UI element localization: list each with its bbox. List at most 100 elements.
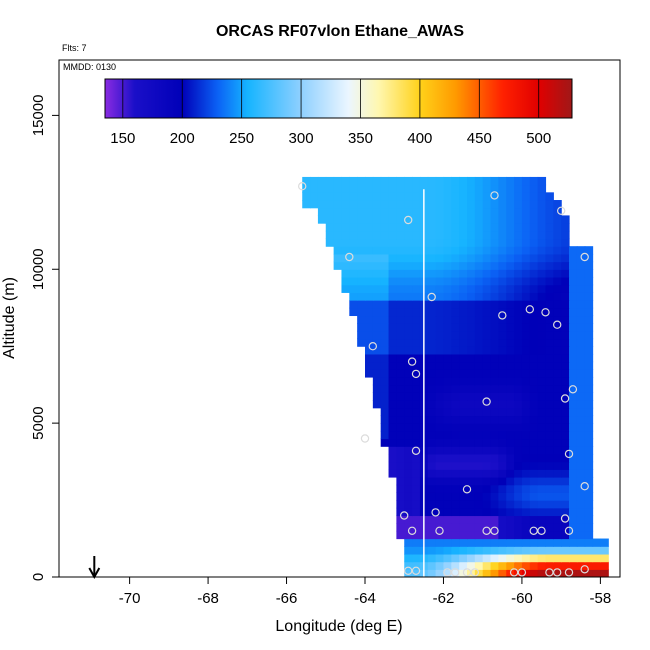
heatmap-cell (576, 400, 586, 409)
heatmap-cell (451, 353, 460, 363)
heatmap-cell (396, 461, 405, 470)
heatmap-cell (584, 246, 594, 255)
heatmap-cell (545, 361, 554, 370)
heatmap-cell (514, 346, 523, 355)
heatmap-cell (443, 569, 452, 577)
heatmap-cell (435, 569, 445, 577)
heatmap-cell (537, 353, 547, 363)
heatmap-cell (576, 346, 586, 355)
heatmap-cell (404, 269, 413, 278)
heatmap-cell (459, 192, 468, 201)
heatmap-cell (482, 407, 492, 417)
heatmap-cell (545, 269, 554, 278)
heatmap-cell (592, 569, 601, 577)
heatmap-cell (490, 515, 499, 524)
heatmap-cell (576, 523, 586, 532)
heatmap-cell (561, 253, 570, 263)
heatmap-cell (514, 469, 523, 478)
heatmap-cell (467, 176, 476, 186)
heatmap-cell (380, 438, 390, 447)
heatmap-cell (443, 561, 452, 570)
heatmap-cell (427, 315, 437, 324)
heatmap-cell (529, 315, 539, 324)
date-note: MMDD: 0130 (63, 62, 116, 72)
heatmap-cell (490, 323, 499, 332)
heatmap-cell (506, 561, 515, 570)
heatmap-cell (467, 515, 476, 524)
heatmap-cell (380, 407, 390, 417)
heatmap-cell (435, 484, 445, 493)
heatmap-cell (333, 223, 343, 232)
arrow-marker (88, 556, 101, 580)
heatmap-cell (474, 461, 484, 470)
heatmap-cell (490, 238, 499, 247)
heatmap-cell (529, 223, 539, 232)
heatmap-cell (482, 561, 492, 570)
heatmap-cell (372, 269, 382, 278)
heatmap-cell (451, 315, 460, 324)
heatmap-cell (592, 546, 601, 555)
heatmap-cell (451, 476, 460, 486)
heatmap-cell (357, 246, 366, 255)
heatmap-cell (467, 469, 476, 478)
heatmap-cell (474, 207, 484, 216)
heatmap-cell (482, 369, 492, 378)
heatmap-cell (553, 338, 562, 347)
heatmap-cell (443, 192, 452, 201)
colorbar-tick-label: 200 (170, 130, 195, 147)
heatmap-cell (584, 523, 594, 532)
heatmap-cell (553, 453, 562, 463)
heatmap-cell (545, 253, 554, 263)
heatmap-cell (435, 361, 445, 370)
heatmap-cell (498, 561, 507, 570)
heatmap-cell (506, 430, 515, 440)
heatmap-cell (443, 461, 452, 470)
heatmap-cell (514, 515, 523, 524)
heatmap-cell (443, 515, 452, 524)
heatmap-cell (372, 307, 382, 317)
heatmap-cell (584, 438, 594, 447)
heatmap-cell (365, 300, 374, 309)
heatmap-cell (576, 392, 586, 401)
heatmap-cell (498, 200, 507, 209)
heatmap-cell (490, 284, 499, 293)
heatmap-cell (537, 230, 547, 240)
heatmap-cell (482, 553, 492, 563)
heatmap-cell (506, 369, 515, 378)
heatmap-cell (404, 484, 413, 493)
sample-point (517, 568, 527, 577)
heatmap-cell (514, 269, 523, 278)
heatmap-cell (435, 546, 445, 555)
heatmap-cell (459, 276, 468, 286)
heatmap-cell (561, 476, 570, 486)
heatmap-cell (412, 546, 421, 555)
heatmap-cell (349, 307, 358, 317)
heatmap-cell (451, 253, 460, 263)
heatmap-cell (404, 292, 413, 301)
heatmap-cell (498, 276, 507, 286)
heatmap-cell (482, 223, 492, 232)
heatmap-cell (365, 246, 374, 255)
heatmap-cell (372, 276, 382, 286)
y-tick-label: 10000 (30, 248, 47, 290)
heatmap-cell (569, 500, 578, 509)
heatmap-cell (545, 423, 554, 432)
heatmap-cell (576, 446, 586, 455)
heatmap-cell (349, 269, 358, 278)
heatmap-cell (427, 207, 437, 216)
heatmap-cell (482, 438, 492, 447)
heatmap-cell (380, 276, 390, 286)
heatmap-cell (412, 446, 421, 455)
heatmap-cell (435, 338, 445, 347)
heatmap-cell (412, 569, 421, 577)
heatmap-cell (474, 246, 484, 255)
heatmap-cell (506, 553, 515, 563)
heatmap-cell (372, 238, 382, 247)
heatmap-cell (467, 500, 476, 509)
heatmap-cell (317, 192, 327, 201)
heatmap-cell (506, 276, 515, 286)
heatmap-cell (427, 492, 437, 501)
heatmap-cell (490, 430, 499, 440)
heatmap-cell (459, 361, 468, 370)
